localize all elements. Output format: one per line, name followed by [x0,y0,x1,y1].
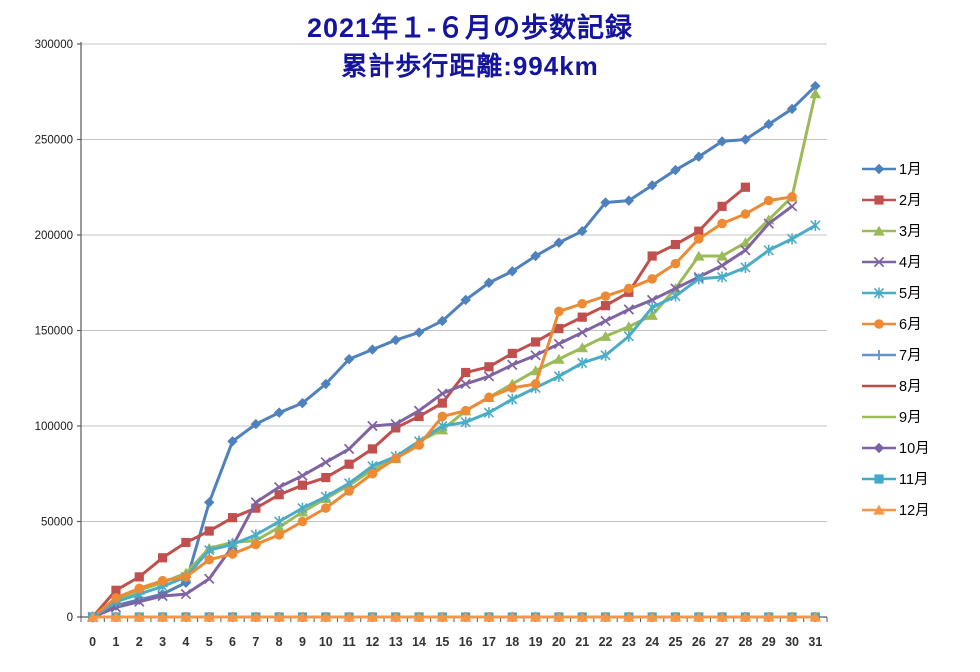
legend: 1月 2月 3月 4月 5月 6月 7月 8月 9月 10月 11月 12月 [861,153,971,525]
legend-marker-none [862,384,896,387]
legend-label: 11月 [899,472,929,488]
x-tick-label: 16 [459,635,473,649]
legend-label: 12月 [899,503,930,519]
legend-item-6月: 6月 [861,308,971,339]
x-tick-label: 2 [136,635,143,649]
y-tick-label: 250000 [35,135,73,147]
legend-item-11月: 11月 [861,463,971,494]
legend-marker-diamond [862,163,896,174]
legend-item-1月: 1月 [861,153,971,184]
x-tick-label: 15 [435,635,449,649]
y-tick-label: 200000 [35,230,73,242]
x-tick-label: 0 [89,635,96,649]
legend-marker-x [862,256,896,267]
legend-item-12月: 12月 [861,494,971,525]
x-tick-label: 21 [575,635,589,649]
legend-marker-triangle [862,225,896,236]
x-tick-label: 22 [599,635,613,649]
x-axis: 0 1 2 3 4 5 6 7 8 9 10 11 12 13 14 15 16 17 18 19 20 21 22 23 24… [80,616,828,649]
legend-item-4月: 4月 [861,246,971,277]
legend-marker-plus [862,349,896,360]
legend-marker-asterisk [862,287,896,298]
y-axis: 0 50000 100000 150000 200000 250000 300000 [35,39,82,624]
x-tick-label: 19 [529,635,543,649]
x-tick-label: 9 [299,635,306,649]
legend-marker-diamond [862,442,896,453]
legend-marker-none [862,415,896,418]
legend-label: 8月 [899,379,922,395]
x-tick-label: 4 [182,635,189,649]
x-tick-label: 17 [482,635,496,649]
x-tick-label: 30 [785,635,799,649]
x-tick-label: 24 [645,635,659,649]
y-tick-label: 0 [67,612,73,624]
legend-marker-triangle [862,504,896,515]
legend-label: 10月 [899,441,930,457]
legend-item-9月: 9月 [861,401,971,432]
x-tick-label: 8 [276,635,283,649]
legend-label: 1月 [899,162,922,178]
x-tick-label: 18 [505,635,519,649]
legend-item-3月: 3月 [861,215,971,246]
legend-item-2月: 2月 [861,184,971,215]
y-tick-label: 100000 [35,421,73,433]
legend-label: 4月 [899,255,922,271]
x-tick-label: 29 [762,635,776,649]
legend-label: 7月 [899,348,922,364]
x-tick-label: 28 [738,635,752,649]
x-tick-label: 20 [552,635,566,649]
x-tick-label: 6 [229,635,236,649]
y-tick-label: 300000 [35,39,73,51]
x-tick-label: 3 [159,635,166,649]
series-4月 [87,201,798,623]
legend-item-10月: 10月 [861,432,971,463]
x-tick-label: 10 [319,635,333,649]
legend-marker-circle [862,318,896,329]
x-tick-label: 1 [112,635,119,649]
x-tick-label: 31 [808,635,822,649]
legend-item-8月: 8月 [861,370,971,401]
legend-item-7月: 7月 [861,339,971,370]
x-tick-label: 26 [692,635,706,649]
gridlines [81,43,827,522]
legend-item-5月: 5月 [861,277,971,308]
series-1月 [87,80,821,623]
legend-label: 9月 [899,410,922,426]
y-tick-label: 50000 [41,517,73,529]
legend-marker-square [862,473,896,484]
series-12月 [86,611,822,622]
x-tick-label: 12 [365,635,379,649]
legend-marker-square [862,194,896,205]
legend-label: 2月 [899,193,922,209]
series-2月 [88,182,751,622]
chart-subtitle: 累計歩行距離:994km [341,51,599,81]
x-tick-label: 5 [206,635,213,649]
legend-label: 5月 [899,286,922,302]
x-tick-label: 7 [252,635,259,649]
series-6月 [87,192,797,622]
x-tick-label: 13 [389,635,403,649]
chart-title: 2021年１-６月の歩数記録 [306,13,634,43]
series-5月 [87,219,821,623]
legend-label: 6月 [899,317,922,333]
x-tick-label: 23 [622,635,636,649]
x-tick-label: 11 [342,635,355,649]
x-tick-label: 25 [669,635,683,649]
x-tick-label: 14 [412,635,426,649]
legend-label: 3月 [899,224,922,240]
x-tick-label: 27 [715,635,729,649]
y-tick-label: 150000 [35,326,73,338]
